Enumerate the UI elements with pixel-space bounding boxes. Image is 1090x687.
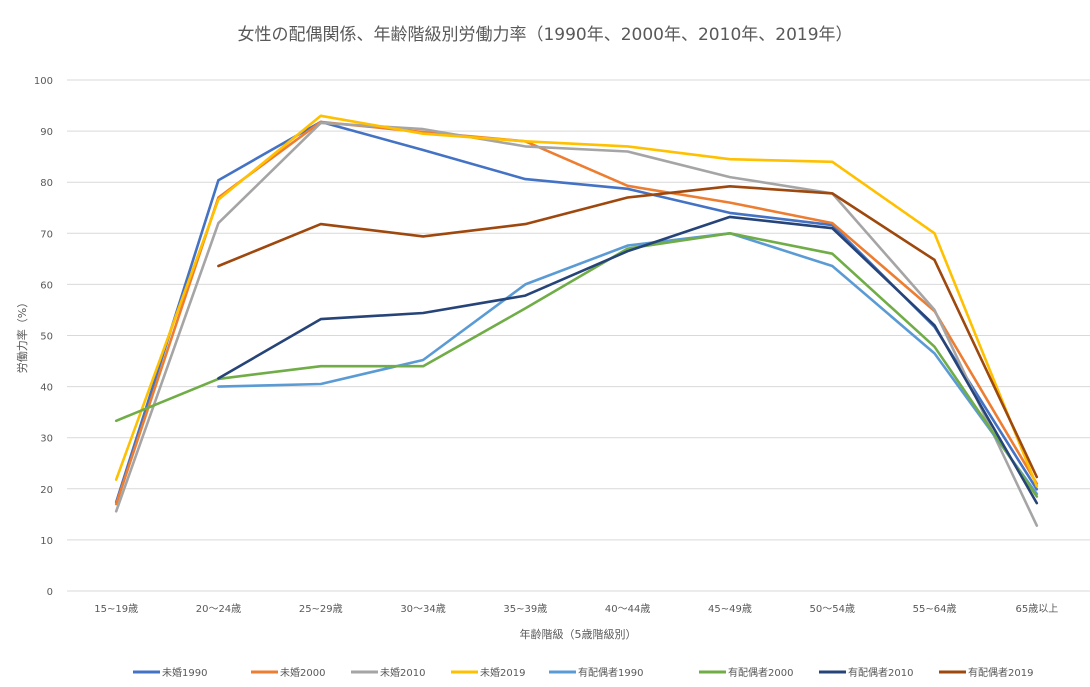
series-line-未婚2019 (114, 114, 1039, 488)
y-tick-label: 10 (40, 536, 53, 547)
x-tick-label: 50〜54歳 (810, 603, 855, 615)
x-tick-label: 35~39歳 (503, 603, 547, 615)
y-tick-label: 100 (34, 76, 53, 87)
y-tick-label: 60 (40, 280, 53, 291)
legend-label: 未婚2019 (480, 666, 525, 679)
x-tick-label: 15~19歳 (94, 603, 138, 615)
series-line-有配偶者2000 (114, 232, 1039, 498)
legend-label: 有配偶者2000 (728, 666, 793, 679)
y-tick-label: 80 (40, 178, 53, 189)
y-axis-label: 労働力率（%） (15, 297, 29, 373)
series-line-未婚2000 (114, 120, 1039, 506)
legend-label: 有配偶者1990 (578, 666, 643, 679)
series-line-有配偶者2019 (217, 185, 1039, 479)
x-axis-label: 年齢階級（5歳階級別） (520, 627, 637, 641)
x-tick-label: 45~49歳 (708, 603, 752, 615)
y-tick-label: 50 (40, 332, 53, 343)
series-line-有配偶者1990 (217, 232, 1039, 496)
x-tick-label: 65歳以上 (1015, 603, 1058, 615)
legend-label: 有配偶者2019 (968, 666, 1033, 679)
chart-title: 女性の配偶関係、年齢階級別労働力率（1990年、2000年、2010年、2019… (237, 25, 853, 45)
series-line-未婚1990 (114, 120, 1039, 504)
y-tick-label: 90 (40, 127, 53, 138)
series-line-未婚2010 (114, 121, 1039, 527)
series-line-有配偶者2010 (217, 215, 1039, 505)
x-tick-label: 25~29歳 (299, 603, 343, 615)
legend-label: 有配偶者2010 (848, 666, 913, 679)
x-tick-label: 30〜34歳 (400, 603, 445, 615)
x-tick-label: 40〜44歳 (605, 603, 650, 615)
legend-label: 未婚2000 (280, 666, 325, 679)
legend-label: 未婚1990 (162, 666, 207, 679)
y-tick-label: 40 (40, 383, 53, 394)
x-tick-label: 55~64歳 (913, 603, 957, 615)
y-tick-label: 30 (40, 434, 53, 445)
x-tick-label: 20〜24歳 (196, 603, 241, 615)
legend-label: 未婚2010 (380, 666, 425, 679)
y-tick-label: 70 (40, 229, 53, 240)
y-tick-label: 20 (40, 485, 53, 496)
y-tick-label: 0 (47, 587, 53, 598)
